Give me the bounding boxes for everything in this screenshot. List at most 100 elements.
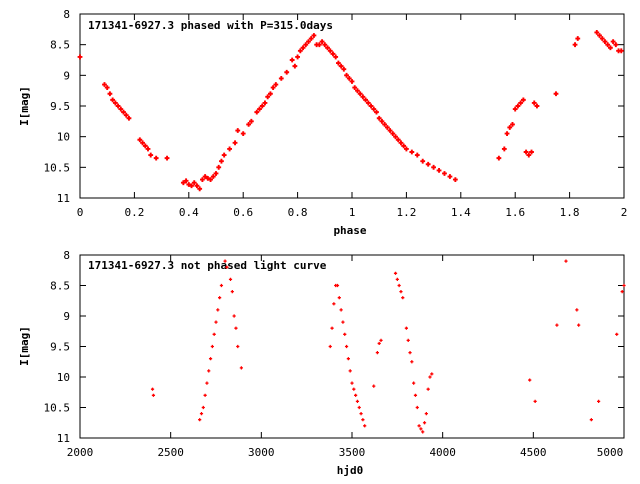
y-axis-label: I[mag] (18, 86, 31, 126)
x-tick-label: 1.6 (505, 206, 525, 219)
data-point (424, 412, 428, 416)
data-point (419, 427, 423, 431)
data-point (365, 100, 371, 106)
data-point (223, 259, 227, 263)
y-tick-label: 11 (57, 432, 70, 445)
data-point (354, 393, 358, 397)
data-point (210, 344, 214, 349)
data-point (197, 186, 203, 192)
data-point (379, 118, 385, 124)
data-point (265, 94, 271, 100)
data-point (352, 387, 356, 391)
data-point (140, 140, 145, 146)
y-tick-label: 8 (63, 8, 70, 21)
y-tick-label: 8 (63, 249, 70, 262)
data-point (379, 338, 383, 342)
data-point (325, 45, 330, 51)
x-tick-label: 2500 (157, 446, 184, 459)
data-point (533, 399, 537, 403)
data-point (387, 128, 393, 133)
data-point (137, 137, 143, 143)
y-axis-label: I[mag] (18, 326, 31, 366)
data-point (327, 48, 333, 54)
data-point (232, 314, 236, 318)
data-point (208, 177, 213, 182)
data-point (361, 418, 365, 422)
data-point (395, 137, 401, 143)
data-point (401, 143, 407, 149)
y-tick-label: 9 (63, 69, 70, 82)
x-tick-label: 2 (621, 206, 628, 219)
data-point (393, 134, 398, 140)
data-point (189, 183, 194, 189)
data-point (289, 57, 295, 63)
data-point (397, 283, 401, 288)
data-point (336, 60, 341, 66)
data-point (409, 149, 415, 155)
data-point (219, 158, 224, 164)
y-tick-label: 10.5 (44, 161, 71, 174)
data-point (273, 82, 279, 87)
data-point (616, 48, 621, 54)
data-point (200, 177, 205, 182)
data-point (605, 42, 611, 48)
data-point (523, 149, 529, 155)
data-point (199, 412, 204, 416)
data-point (332, 302, 336, 306)
x-tick-label: 0 (77, 206, 84, 219)
data-point (430, 372, 434, 376)
data-point (377, 341, 381, 346)
data-point (608, 45, 613, 51)
data-point (214, 320, 218, 324)
data-point (360, 94, 366, 100)
data-point (248, 118, 254, 124)
data-point (112, 100, 118, 106)
x-tick-label: 5000 (597, 446, 624, 459)
data-point (602, 39, 608, 44)
data-point (618, 48, 624, 54)
x-tick-label: 0.2 (124, 206, 144, 219)
data-point (202, 174, 208, 179)
phased-light-curve-panel: 8 8.5 9 9.5 10 10.5 11 0 0.2 0.4 0.6 0.8… (18, 8, 627, 237)
data-point (615, 332, 619, 336)
data-point (553, 91, 559, 97)
data-point (338, 63, 344, 69)
data-point (213, 171, 219, 176)
x-tick-label: 4500 (520, 446, 547, 459)
data-point (577, 323, 581, 327)
data-point (496, 155, 502, 161)
data-point (382, 122, 388, 127)
y-tick-label: 9.5 (50, 100, 70, 113)
data-point (191, 180, 197, 186)
data-point (306, 39, 311, 44)
data-point (319, 39, 325, 44)
data-point (404, 146, 409, 152)
data-point (341, 320, 345, 324)
data-point (142, 143, 148, 149)
data-point (230, 290, 234, 294)
data-point (613, 42, 619, 48)
x-axis-label: hjd0 (337, 464, 364, 477)
data-point (259, 103, 265, 109)
x-tick-label: 1.2 (396, 206, 416, 219)
data-point (212, 332, 216, 336)
data-point (529, 149, 534, 155)
data-point (295, 54, 300, 60)
data-point (341, 66, 347, 72)
data-point (123, 112, 129, 118)
data-point (268, 91, 273, 97)
data-point (515, 103, 521, 109)
data-point (346, 76, 352, 81)
data-point (308, 36, 314, 41)
data-point (384, 125, 390, 130)
data-point (246, 122, 252, 127)
data-point (77, 54, 83, 60)
data-point (328, 344, 332, 349)
tick-marks (79, 13, 625, 199)
data-point (610, 39, 616, 44)
data-point (270, 85, 276, 90)
data-point (404, 326, 408, 330)
data-point (228, 277, 233, 281)
data-point (297, 48, 303, 54)
